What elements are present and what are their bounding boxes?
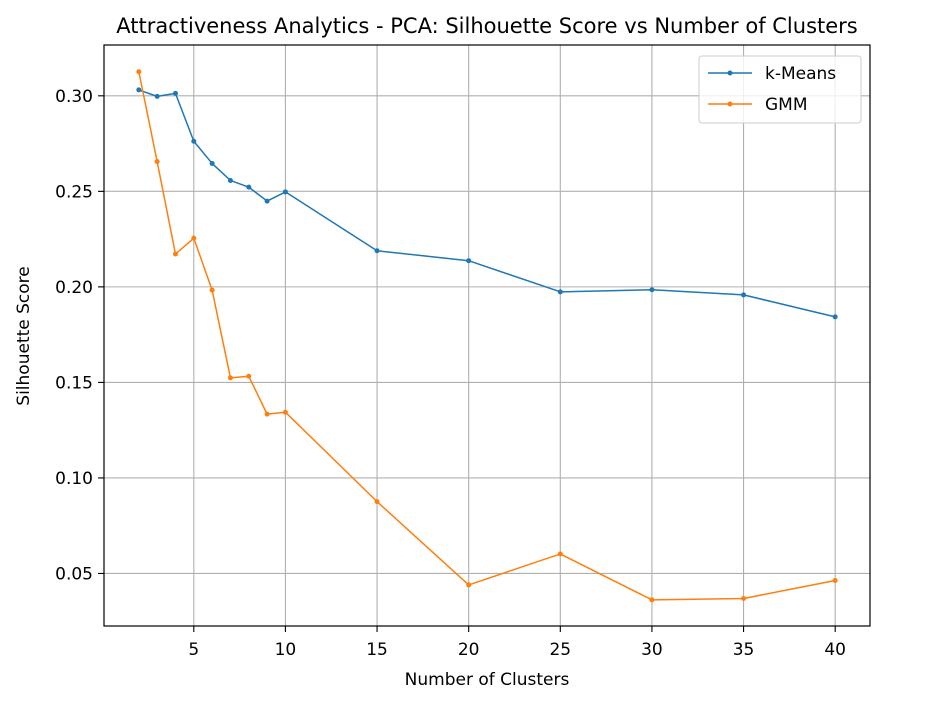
data-point-k-means xyxy=(466,258,472,264)
y-tick-label: 0.05 xyxy=(55,564,93,584)
data-point-gmm xyxy=(741,595,747,601)
data-point-k-means xyxy=(374,248,380,254)
data-point-gmm xyxy=(557,551,563,557)
y-tick-label: 0.30 xyxy=(55,87,93,107)
data-point-k-means xyxy=(191,138,197,144)
legend-gmm-label: GMM xyxy=(765,95,808,115)
x-tick-label: 35 xyxy=(733,640,755,660)
legend-gmm-marker xyxy=(727,101,733,107)
series-k-means xyxy=(136,87,838,320)
data-point-gmm xyxy=(154,159,160,165)
data-point-k-means xyxy=(246,184,252,190)
data-point-k-means xyxy=(557,289,563,295)
data-point-k-means xyxy=(227,177,233,183)
data-point-gmm xyxy=(649,597,655,603)
chart-title: Attractiveness Analytics - PCA: Silhouet… xyxy=(116,14,858,38)
series-gmm xyxy=(136,69,838,603)
data-point-k-means xyxy=(264,198,270,204)
data-point-k-means xyxy=(136,87,142,93)
legend-kmeans-marker xyxy=(727,70,733,76)
data-point-k-means xyxy=(154,93,160,99)
data-point-k-means xyxy=(209,160,215,166)
legend-entry-gmm: GMM xyxy=(708,95,808,115)
data-point-k-means xyxy=(649,287,655,293)
data-point-gmm xyxy=(191,235,197,241)
data-point-k-means xyxy=(172,90,178,96)
data-point-gmm xyxy=(282,409,288,415)
x-tick-label: 5 xyxy=(188,640,199,660)
axis-ticks: 5 10 15 20 25 30 35 40 0.05 0.10 0.15 0.20 0.25 0.30 xyxy=(55,87,846,660)
x-tick-label: 10 xyxy=(275,640,297,660)
data-point-k-means xyxy=(741,292,747,298)
legend-kmeans-label: k-Means xyxy=(765,64,836,84)
x-tick-label: 40 xyxy=(824,640,846,660)
x-tick-label: 30 xyxy=(641,640,663,660)
data-point-gmm xyxy=(264,411,270,417)
legend: k-Means GMM xyxy=(698,55,862,124)
plot-area-frame xyxy=(103,44,871,627)
data-point-gmm xyxy=(246,373,252,379)
x-tick-label: 25 xyxy=(549,640,571,660)
data-point-gmm xyxy=(172,251,178,257)
data-point-k-means xyxy=(832,314,838,320)
data-point-gmm xyxy=(466,582,472,588)
legend-entry-kmeans: k-Means xyxy=(708,64,836,84)
y-tick-label: 0.10 xyxy=(55,469,93,489)
data-point-gmm xyxy=(209,287,215,293)
y-tick-label: 0.20 xyxy=(55,278,93,298)
data-point-gmm xyxy=(832,578,838,584)
grid-lines xyxy=(104,45,870,626)
y-tick-label: 0.25 xyxy=(55,182,93,202)
y-tick-label: 0.15 xyxy=(55,373,93,393)
data-point-gmm xyxy=(374,499,380,505)
x-tick-label: 15 xyxy=(366,640,388,660)
series-layer xyxy=(136,69,838,603)
data-point-gmm xyxy=(136,69,142,75)
x-tick-label: 20 xyxy=(458,640,480,660)
y-axis-label: Silhouette Score xyxy=(14,266,34,405)
x-axis-label: Number of Clusters xyxy=(405,670,570,690)
data-point-k-means xyxy=(282,189,288,195)
data-point-gmm xyxy=(227,375,233,381)
